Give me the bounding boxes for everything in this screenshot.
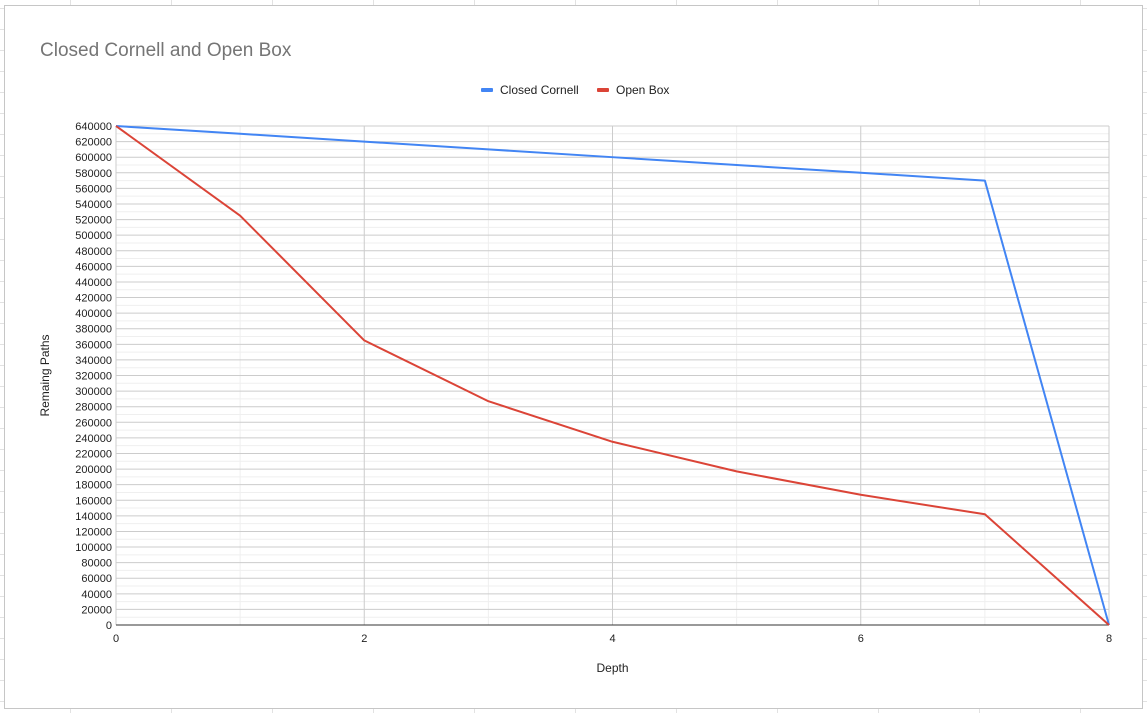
y-tick-label: 160000	[75, 495, 112, 507]
legend-swatch	[597, 88, 609, 92]
y-tick-label: 400000	[75, 308, 112, 320]
x-tick-label: 6	[858, 633, 864, 645]
y-tick-label: 360000	[75, 339, 112, 351]
y-tick-label: 40000	[81, 589, 112, 601]
y-tick-label: 0	[106, 620, 112, 632]
legend-item-open-box: Open Box	[597, 83, 669, 97]
y-tick-label: 420000	[75, 293, 112, 305]
y-tick-label: 480000	[75, 246, 112, 258]
y-tick-label: 100000	[75, 542, 112, 554]
legend: Closed Cornell Open Box	[481, 83, 669, 97]
y-tick-label: 200000	[75, 464, 112, 476]
y-tick-label: 520000	[75, 215, 112, 227]
y-tick-label: 80000	[81, 558, 112, 570]
y-tick-label: 300000	[75, 386, 112, 398]
y-tick-label: 220000	[75, 448, 112, 460]
chart-frame[interactable]: Closed Cornell and Open Box Closed Corne…	[4, 5, 1143, 709]
legend-swatch	[481, 88, 493, 92]
y-tick-label: 60000	[81, 573, 112, 585]
y-tick-label: 180000	[75, 480, 112, 492]
chart-title: Closed Cornell and Open Box	[40, 40, 292, 61]
legend-label: Open Box	[616, 83, 669, 97]
grid-major-lines	[115, 125, 1110, 626]
y-tick-label: 260000	[75, 417, 112, 429]
x-tick-label: 4	[609, 633, 615, 645]
y-tick-label: 380000	[75, 324, 112, 336]
y-tick-label: 140000	[75, 511, 112, 523]
y-tick-label: 500000	[75, 230, 112, 242]
y-tick-label: 580000	[75, 168, 112, 180]
x-tick-label: 2	[361, 633, 367, 645]
series-line-closed-cornell	[115, 125, 1110, 626]
y-tick-label: 560000	[75, 183, 112, 195]
legend-item-closed-cornell: Closed Cornell	[481, 83, 579, 97]
y-tick-label: 120000	[75, 526, 112, 538]
y-tick-label: 600000	[75, 152, 112, 164]
line-chart: Closed Cornell and Open Box Closed Corne…	[38, 40, 1112, 675]
y-tick-label: 320000	[75, 371, 112, 383]
y-axis-title: Remaing Paths	[38, 334, 52, 416]
y-tick-label: 340000	[75, 355, 112, 367]
y-tick-label: 460000	[75, 261, 112, 273]
y-tick-label: 280000	[75, 402, 112, 414]
y-axis-ticks: 0 20000 40000 60000 80000 100000 120000 140000 1…	[75, 121, 112, 632]
x-axis-ticks: 0 2 4 6 8	[113, 633, 1112, 645]
x-axis-title: Depth	[596, 661, 628, 675]
y-tick-label: 240000	[75, 433, 112, 445]
y-tick-label: 620000	[75, 137, 112, 149]
y-tick-label: 640000	[75, 121, 112, 133]
x-tick-label: 0	[113, 633, 119, 645]
series-line-open-box	[115, 125, 1110, 626]
y-tick-label: 540000	[75, 199, 112, 211]
series-lines	[115, 125, 1110, 626]
y-tick-label: 440000	[75, 277, 112, 289]
legend-label: Closed Cornell	[500, 83, 579, 97]
x-tick-label: 8	[1106, 633, 1112, 645]
y-tick-label: 20000	[81, 604, 112, 616]
